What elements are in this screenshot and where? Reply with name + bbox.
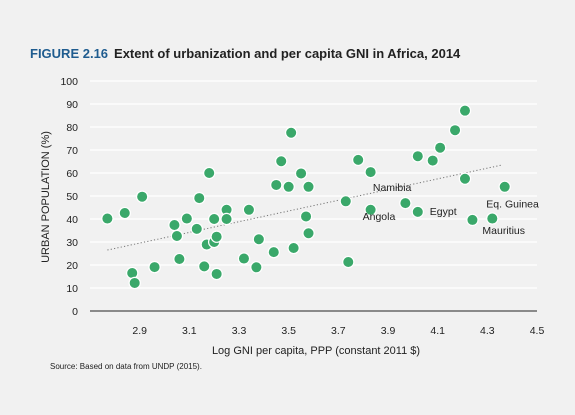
x-tick-label: 2.9 bbox=[132, 325, 147, 337]
data-point bbox=[168, 218, 181, 232]
y-tick-label: 0 bbox=[72, 306, 78, 318]
x-tick-label: 3.1 bbox=[182, 325, 197, 337]
figure-title-text: Extent of urbanization and per capita GN… bbox=[114, 46, 461, 61]
data-point bbox=[284, 126, 298, 139]
data-point bbox=[193, 191, 206, 205]
data-point bbox=[342, 255, 355, 269]
data-point bbox=[270, 178, 283, 192]
y-tick-label: 100 bbox=[60, 76, 78, 88]
data-point bbox=[433, 141, 447, 154]
data-point bbox=[299, 210, 313, 223]
data-point bbox=[198, 260, 211, 273]
data-point bbox=[210, 267, 223, 281]
data-point bbox=[267, 245, 280, 259]
figure-title: FIGURE 2.16 Extent of urbanization and pe… bbox=[30, 46, 460, 61]
data-point bbox=[252, 233, 266, 246]
point-annotation: Mauritius bbox=[482, 225, 525, 237]
point-annotation: Egypt bbox=[430, 206, 457, 218]
point-annotation: Namibia bbox=[373, 182, 412, 194]
data-point bbox=[210, 230, 223, 243]
data-point bbox=[426, 154, 439, 167]
data-point bbox=[128, 276, 141, 290]
y-tick-label: 10 bbox=[66, 283, 78, 295]
x-tick-label: 3.9 bbox=[381, 325, 396, 337]
x-tick-label: 4.3 bbox=[480, 325, 495, 337]
data-point bbox=[458, 172, 472, 185]
data-point bbox=[448, 124, 462, 137]
data-point bbox=[498, 180, 511, 193]
grid-lines bbox=[90, 80, 537, 312]
data-point bbox=[173, 252, 186, 266]
point-annotations: Angola Namibia Egypt Mauritius Eq. Guinea bbox=[363, 182, 539, 237]
data-point bbox=[101, 212, 114, 225]
data-point bbox=[411, 150, 424, 163]
data-point bbox=[135, 190, 149, 203]
x-tick-label: 4.5 bbox=[530, 325, 545, 337]
data-point bbox=[180, 212, 194, 225]
data-point bbox=[220, 212, 233, 226]
data-point bbox=[339, 195, 352, 208]
data-point bbox=[148, 260, 161, 274]
data-point bbox=[458, 104, 472, 117]
data-point bbox=[190, 222, 203, 236]
y-tick-label: 20 bbox=[66, 260, 78, 272]
data-point bbox=[237, 252, 251, 265]
y-tick-label: 30 bbox=[66, 237, 78, 249]
data-points bbox=[101, 104, 511, 290]
x-tick-label: 3.5 bbox=[281, 325, 296, 337]
data-point bbox=[250, 261, 263, 274]
data-point bbox=[294, 167, 308, 180]
y-tick-label: 70 bbox=[66, 145, 78, 157]
source-note: Source: Based on data from UNDP (2015). bbox=[50, 362, 202, 371]
tick-labels: 0 10 20 30 40 50 60 70 80 90 100 2.9 3.1 3.3 3.5 3.7 3.9… bbox=[60, 76, 544, 337]
data-point bbox=[242, 203, 256, 216]
data-point bbox=[118, 206, 131, 220]
data-point bbox=[275, 155, 288, 168]
data-point bbox=[207, 212, 221, 226]
x-tick-label: 3.7 bbox=[331, 325, 346, 337]
data-point bbox=[364, 165, 377, 179]
y-tick-label: 90 bbox=[66, 99, 78, 111]
data-point bbox=[486, 212, 499, 225]
data-point bbox=[466, 213, 479, 227]
data-point bbox=[282, 180, 295, 193]
data-point bbox=[352, 153, 365, 167]
x-axis-label: Log GNI per capita, PPP (constant 2011 $… bbox=[212, 345, 420, 357]
data-point bbox=[364, 203, 377, 216]
point-annotation: Eq. Guinea bbox=[486, 199, 539, 211]
data-point bbox=[287, 241, 300, 255]
data-point bbox=[302, 180, 315, 193]
data-point bbox=[302, 227, 315, 240]
x-tick-label: 3.3 bbox=[232, 325, 247, 337]
data-point bbox=[170, 229, 184, 243]
y-tick-label: 60 bbox=[66, 168, 78, 180]
data-point bbox=[202, 166, 216, 180]
figure-number: FIGURE 2.16 bbox=[30, 46, 109, 61]
y-tick-label: 80 bbox=[66, 122, 78, 134]
point-annotation: Angola bbox=[363, 211, 396, 223]
y-tick-label: 50 bbox=[66, 191, 78, 203]
data-point bbox=[411, 205, 424, 219]
data-point bbox=[399, 196, 412, 210]
x-tick-label: 4.1 bbox=[430, 325, 445, 337]
y-tick-label: 40 bbox=[66, 214, 78, 226]
y-axis-label: URBAN POPULATION (%) bbox=[40, 131, 52, 263]
